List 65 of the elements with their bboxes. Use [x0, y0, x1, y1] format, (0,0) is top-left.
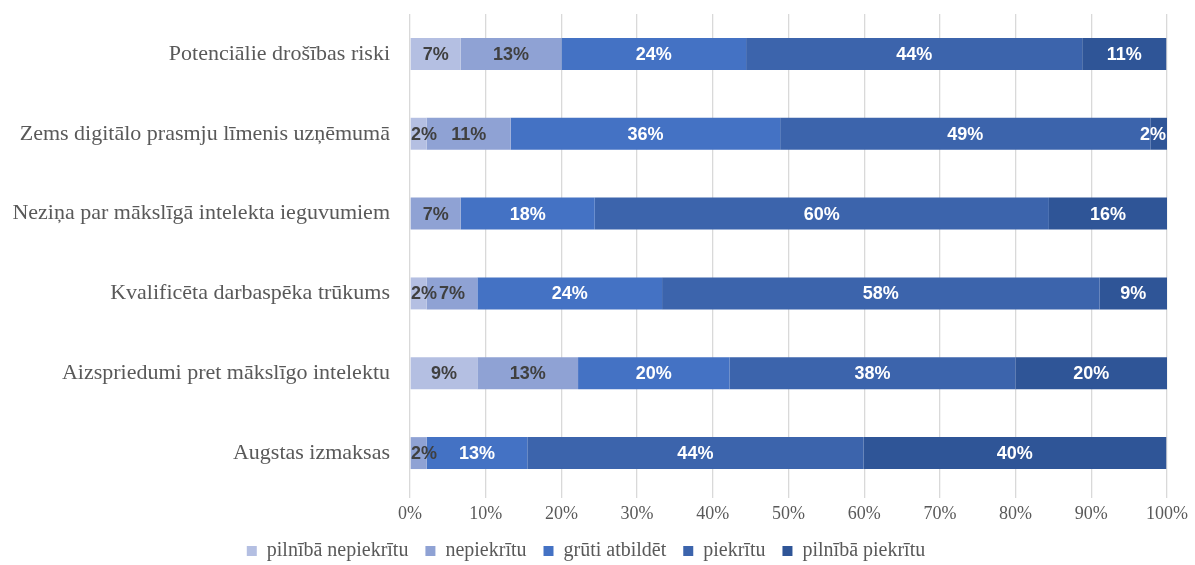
y-tick-label: Kvalificēta darbaspēka trūkums — [110, 279, 390, 305]
legend-label: pilnībā nepiekrītu — [266, 538, 409, 562]
data-label: 11% — [1106, 43, 1142, 64]
x-tick-label: 70% — [923, 502, 957, 523]
data-label: 49% — [947, 123, 984, 144]
data-label: 36% — [627, 123, 664, 144]
data-label: 60% — [803, 203, 840, 224]
bar — [1048, 197, 1167, 230]
data-label: 7% — [422, 43, 449, 64]
bar — [729, 357, 1016, 390]
bar — [746, 37, 1083, 70]
x-tick-label: 30% — [620, 502, 654, 523]
x-tick-label: 80% — [999, 502, 1033, 523]
legend-label: piekrītu — [703, 538, 766, 562]
data-label: 24% — [551, 283, 588, 304]
x-tick-label: 90% — [1074, 502, 1108, 523]
y-tick-label: Neziņa par mākslīgā intelekta ieguvumiem — [12, 199, 390, 225]
bar — [527, 437, 864, 470]
data-label: 58% — [862, 283, 899, 304]
bar — [477, 357, 579, 390]
bar — [863, 437, 1167, 470]
data-label: 13% — [509, 363, 546, 384]
data-label: 38% — [854, 363, 891, 384]
x-tick-label: 60% — [847, 502, 881, 523]
data-label: 20% — [1073, 363, 1110, 384]
data-label: 9% — [431, 363, 458, 384]
data-label: 2% — [411, 123, 438, 144]
data-label: 7% — [439, 283, 466, 304]
data-label: 7% — [422, 203, 449, 224]
bar — [1015, 357, 1167, 390]
y-tick-label: Zems digitālo prasmju līmenis uzņēmumā — [19, 119, 391, 145]
data-label: 2% — [411, 443, 438, 464]
y-tick-label: Potenciālie drošības riski — [168, 39, 390, 65]
data-label: 44% — [896, 43, 933, 64]
legend-label: pilnībā piekrītu — [802, 538, 926, 562]
bar — [477, 277, 663, 310]
data-label: 2% — [1139, 123, 1166, 144]
x-tick-label: 100% — [1146, 502, 1188, 523]
bar — [510, 117, 781, 150]
bar — [594, 197, 1049, 230]
bar — [561, 37, 747, 70]
data-label: 18% — [509, 203, 546, 224]
bar — [460, 197, 595, 230]
data-label: 40% — [996, 443, 1033, 464]
data-label: 16% — [1089, 203, 1126, 224]
x-tick-label: 20% — [544, 502, 578, 523]
data-label: 24% — [635, 43, 672, 64]
data-label: 11% — [451, 123, 487, 144]
data-label: 13% — [458, 443, 496, 464]
legend-label: grūti atbildēt — [563, 538, 667, 562]
data-label: 9% — [1120, 283, 1147, 304]
y-tick-label: Aizspriedumi pret mākslīgo intelektu — [61, 359, 390, 385]
x-tick-label: 50% — [772, 502, 805, 523]
bar — [578, 357, 730, 390]
data-label: 44% — [677, 443, 714, 464]
legend-label: nepiekrītu — [445, 538, 527, 562]
x-tick-label: 40% — [696, 502, 730, 523]
bar — [460, 37, 562, 70]
data-label: 13% — [493, 43, 530, 64]
x-tick-label: 0% — [398, 502, 422, 523]
data-label: 20% — [635, 363, 672, 384]
y-tick-label: Augstas izmaksas — [232, 438, 390, 464]
x-tick-label: 10% — [469, 502, 503, 523]
bar — [662, 277, 1100, 310]
data-label: 2% — [411, 283, 438, 304]
